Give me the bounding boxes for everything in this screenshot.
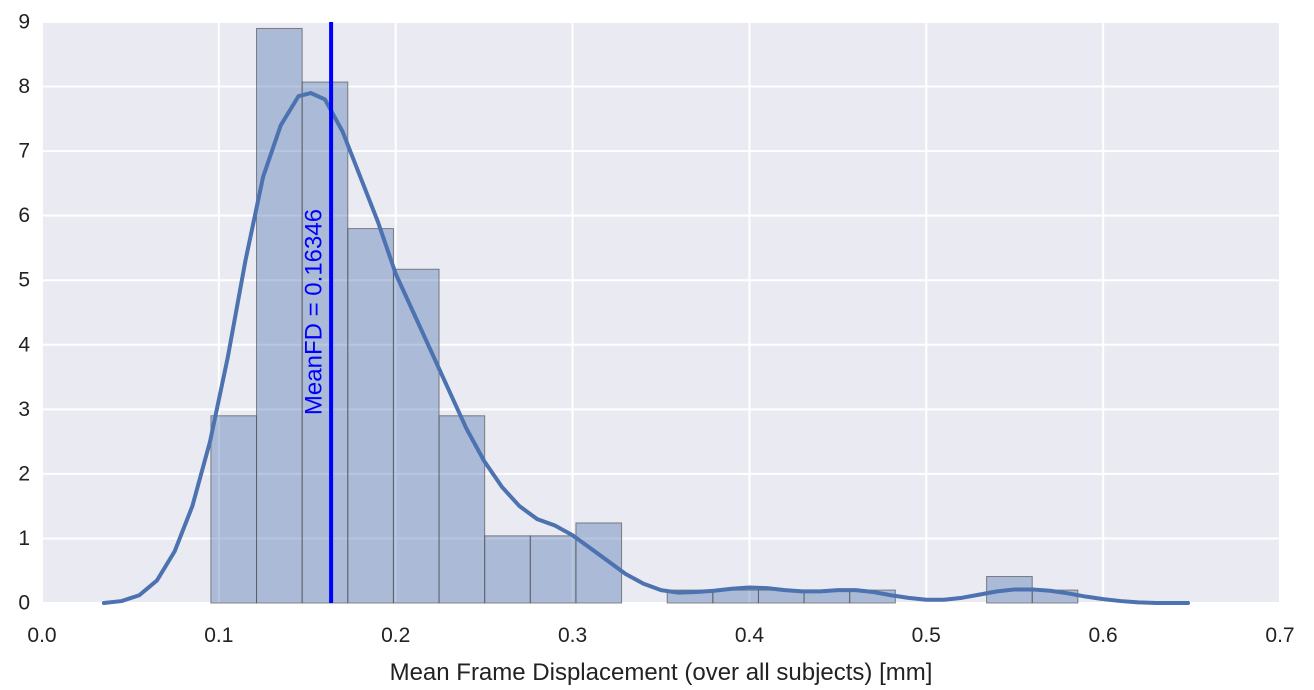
plot-background: [42, 22, 1280, 603]
kde-curve: [101, 91, 1191, 605]
x-tick-label: 0.1: [204, 624, 233, 647]
x-tick-label: 0.4: [735, 624, 765, 647]
y-tick-label: 1: [18, 527, 30, 550]
y-tick-label: 9: [18, 11, 30, 34]
y-tick-label: 4: [18, 333, 30, 356]
histogram-bar: [210, 415, 258, 604]
histogram-bar: [256, 27, 303, 604]
histogram-bar: [301, 81, 349, 604]
y-tick-label: 0: [18, 592, 30, 615]
histogram-bar: [484, 535, 531, 604]
x-tick-label: 0.2: [381, 624, 410, 647]
histogram-bar: [392, 268, 440, 604]
histogram-bar: [575, 522, 623, 604]
y-tick-label: 3: [18, 398, 30, 421]
x-tick-label: 0.0: [27, 624, 56, 647]
histogram-bar: [438, 415, 486, 604]
x-tick-label: 0.5: [912, 624, 941, 647]
x-tick-label: 0.3: [558, 624, 587, 647]
y-tick-label: 5: [18, 269, 30, 292]
histogram-bar: [529, 535, 577, 604]
y-tick-label: 7: [18, 140, 30, 163]
mean-label: MeanFD = 0.16346: [301, 209, 328, 415]
histogram-bar: [347, 228, 394, 604]
x-tick-label: 0.6: [1089, 624, 1118, 647]
x-axis-label: Mean Frame Displacement (over all subjec…: [390, 659, 933, 686]
y-tick-label: 2: [18, 462, 30, 485]
y-tick-label: 6: [18, 204, 30, 227]
y-tick-labels: 0 1 2 3 4 5 6 7 8 9: [18, 11, 30, 615]
x-tick-labels: 0.0 0.1 0.2 0.3 0.4 0.5 0.6 0.7: [27, 624, 1294, 647]
y-tick-label: 8: [18, 75, 30, 98]
x-tick-label: 0.7: [1265, 624, 1294, 647]
